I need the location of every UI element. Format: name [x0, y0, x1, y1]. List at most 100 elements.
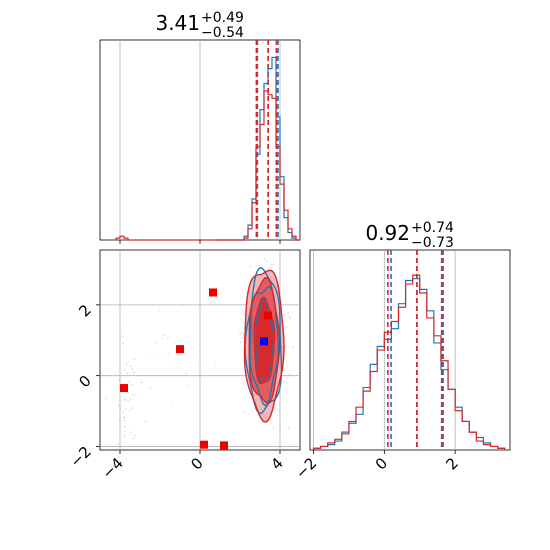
scatter-point: [240, 331, 243, 334]
scatter-point: [128, 409, 131, 412]
scatter-point: [285, 326, 288, 329]
marginal-y-title: 0.92: [365, 221, 410, 245]
scatter-point: [176, 310, 178, 313]
scatter-point: [283, 369, 286, 372]
scatter-point: [162, 355, 164, 358]
contour-line: [253, 296, 276, 385]
joint-ticks: [96, 304, 281, 454]
scatter-point: [243, 313, 245, 316]
scatter-point: [283, 380, 286, 383]
scatter-point: [105, 397, 108, 400]
scatter-point: [129, 365, 132, 367]
scatter-point: [248, 392, 251, 395]
scatter-point: [122, 416, 125, 418]
scatter-point: [277, 409, 280, 412]
scatter-point: [123, 430, 126, 433]
marginal-y-quantile-lines: [387, 250, 444, 450]
scatter-point: [124, 363, 127, 366]
red-marker: [120, 384, 128, 393]
scatter-point: [161, 337, 163, 340]
scatter-point: [127, 391, 129, 394]
marginal-x-histograms: [115, 56, 300, 241]
marginal-y-x-tick-labels: −2 0 2: [292, 454, 462, 482]
marginal-y-x-tick-label: 0: [372, 454, 391, 473]
marginal-y-title-minus: −0.73: [411, 235, 454, 251]
scatter-point: [185, 374, 188, 376]
scatter-point: [115, 374, 118, 377]
scatter-point: [250, 397, 253, 400]
joint-y-tick-label: 2: [75, 301, 94, 320]
marginal-y-title-value: 0.92: [365, 221, 410, 245]
joint-y-tick-label: 0: [75, 372, 94, 391]
scatter-point: [125, 408, 127, 411]
scatter-point: [123, 368, 126, 371]
blue-marker: [260, 337, 268, 346]
contour-line: [248, 276, 281, 404]
scatter-point: [166, 337, 169, 339]
scatter-point: [279, 391, 282, 394]
marginal-y-frame: [309, 249, 511, 451]
red-marker: [176, 345, 184, 354]
scatter-point: [242, 334, 245, 337]
scatter-point: [130, 431, 133, 433]
scatter-point: [260, 421, 263, 424]
scatter-point: [118, 419, 121, 422]
histogram-series: [115, 90, 300, 241]
marginal-x-title-value: 3.41: [155, 11, 200, 35]
scatter-point: [129, 398, 132, 401]
scatter-point: [131, 407, 134, 410]
marginal-y-ticks: [313, 450, 456, 454]
scatter-point: [272, 263, 275, 266]
marginal-x-title-plus: +0.49: [201, 10, 244, 26]
scatter-point: [256, 414, 259, 417]
scatter-point: [272, 426, 274, 429]
scatter-point: [247, 412, 249, 415]
scatter-point: [127, 380, 130, 383]
scatter-point: [169, 362, 171, 364]
scatter-point: [263, 258, 266, 260]
scatter-point: [279, 424, 281, 427]
scatter-point: [117, 443, 120, 446]
scatter-point: [251, 411, 253, 414]
joint-x-tick-labels: −4 0 4: [98, 454, 286, 482]
scatter-point: [131, 394, 134, 396]
histogram-series: [312, 274, 506, 450]
marginal-y-panel: 0.92 +0.74 −0.73 −2 0 2: [292, 220, 511, 482]
red-marker: [209, 288, 217, 297]
scatter-point: [243, 411, 246, 413]
scatter-point: [131, 368, 134, 370]
marginal-y-x-tick-label: 2: [442, 454, 461, 473]
scatter-point: [242, 321, 245, 324]
scatter-point: [214, 363, 217, 366]
scatter-point: [185, 372, 187, 374]
scatter-point: [270, 263, 273, 266]
scatter-point: [133, 371, 135, 374]
scatter-point: [287, 311, 290, 314]
scatter-point: [121, 410, 124, 413]
scatter-point: [122, 342, 124, 345]
marginal-x-ticks: [119, 240, 281, 244]
marginal-y-title-plus: +0.74: [411, 220, 454, 236]
scatter-point: [167, 352, 170, 354]
red-marker: [200, 440, 208, 449]
scatter-point: [129, 450, 131, 452]
scatter-point: [186, 384, 188, 386]
scatter-point: [134, 394, 137, 396]
marginal-x-title-minus: −0.54: [201, 25, 244, 41]
scatter-point: [127, 400, 129, 402]
scatter-point: [163, 334, 166, 336]
joint-markers: [120, 288, 272, 450]
scatter-point: [292, 346, 295, 348]
scatter-point: [127, 362, 129, 364]
scatter-point: [283, 314, 286, 316]
scatter-point: [140, 381, 143, 384]
scatter-point: [115, 452, 117, 454]
marginal-x-title: 3.41: [155, 11, 200, 35]
scatter-point: [133, 358, 136, 361]
joint-x-tick-label: 4: [267, 454, 286, 473]
scatter-point: [123, 425, 126, 428]
scatter-point: [288, 427, 290, 430]
scatter-point: [150, 387, 152, 390]
marginal-y-histograms: [312, 274, 506, 450]
